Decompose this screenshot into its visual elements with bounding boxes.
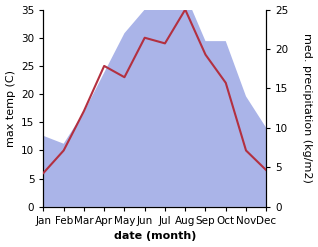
Y-axis label: med. precipitation (kg/m2): med. precipitation (kg/m2) bbox=[302, 33, 313, 183]
Y-axis label: max temp (C): max temp (C) bbox=[5, 70, 16, 147]
X-axis label: date (month): date (month) bbox=[114, 231, 196, 242]
